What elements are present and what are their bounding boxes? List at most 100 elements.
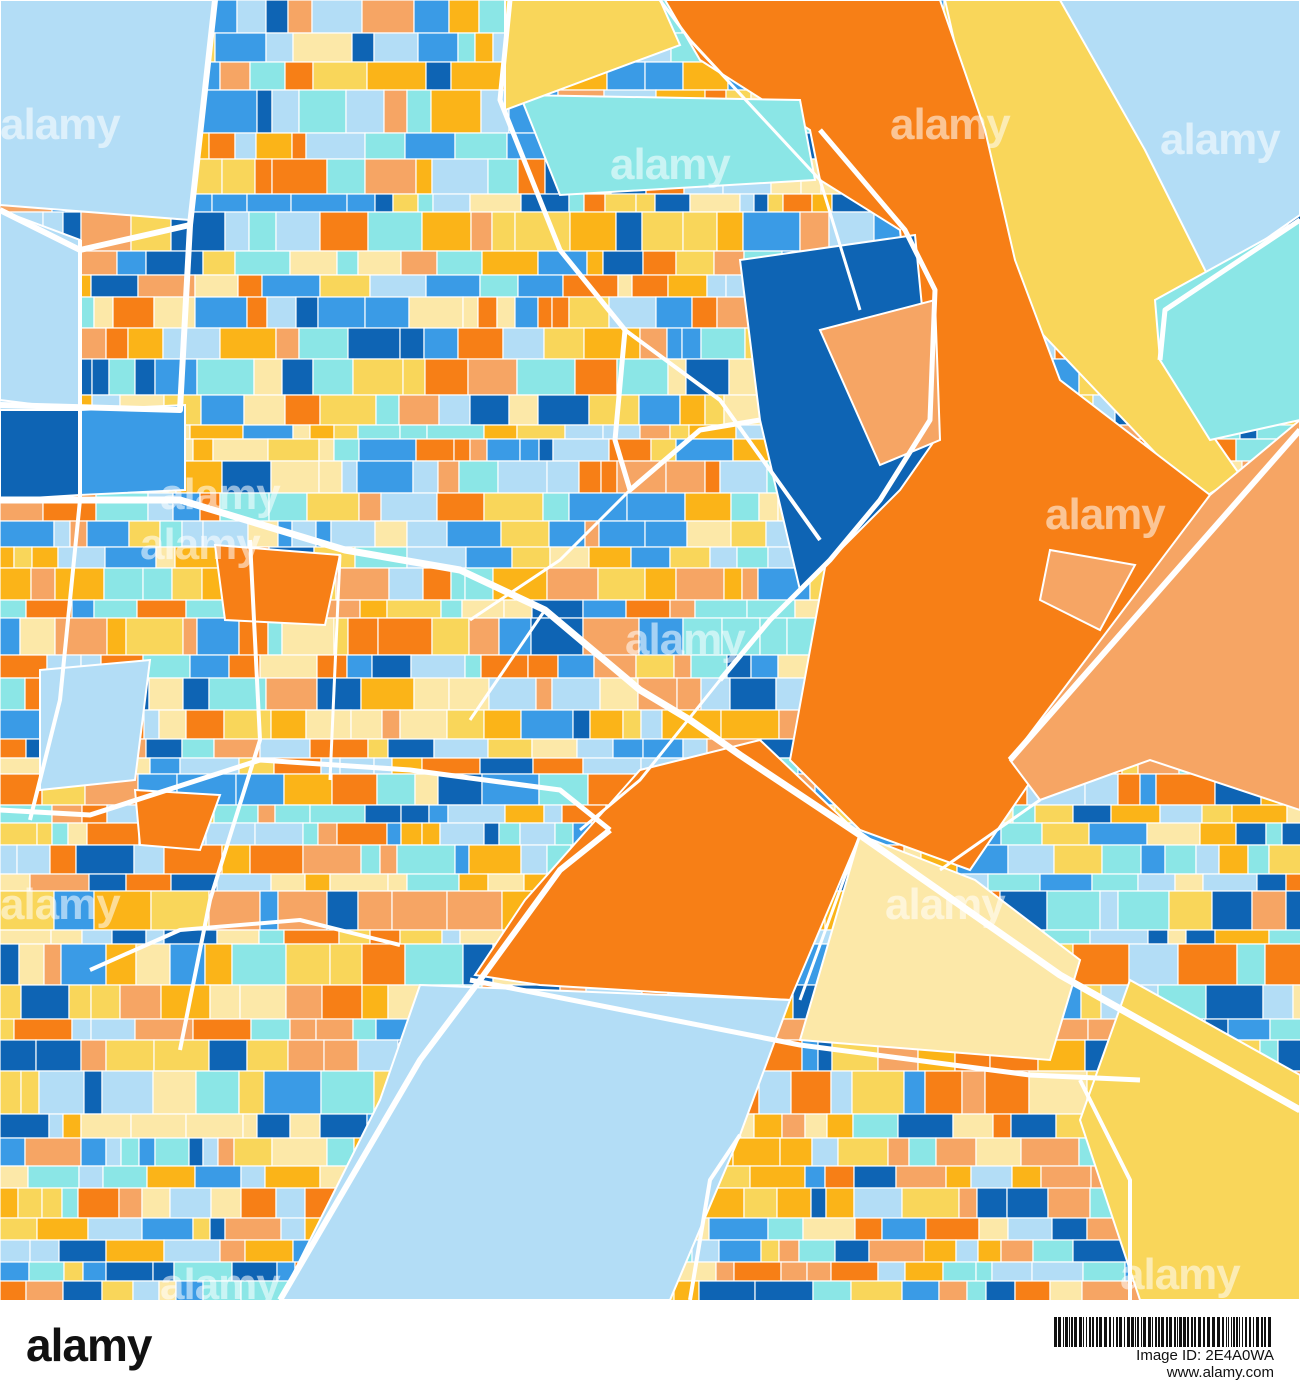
barcode-bar <box>1207 1317 1210 1347</box>
land-parcel <box>138 1137 156 1167</box>
land-parcel <box>90 1018 136 1041</box>
land-parcel <box>162 327 221 360</box>
barcode-bar <box>1169 1317 1172 1347</box>
land-parcel <box>201 89 258 134</box>
land-parcel <box>730 520 767 548</box>
barcode-bar <box>1187 1317 1189 1347</box>
land-parcel <box>388 567 424 601</box>
land-parcel <box>312 358 354 396</box>
land-parcel <box>148 677 184 711</box>
footer-logo: alamy <box>26 1319 152 1371</box>
land-parcel <box>810 1187 827 1219</box>
land-parcel <box>852 1113 899 1139</box>
land-parcel <box>283 929 340 945</box>
land-parcel <box>302 822 319 846</box>
barcode-icon <box>1054 1317 1271 1347</box>
land-parcel <box>271 158 328 195</box>
land-parcel <box>352 358 404 396</box>
land-parcel <box>25 1280 64 1300</box>
land-parcel <box>750 654 779 679</box>
land-parcel <box>604 193 637 213</box>
land-parcel <box>335 567 390 601</box>
land-parcel <box>194 1165 242 1189</box>
land-parcel <box>358 438 417 462</box>
barcode-bar <box>1074 1317 1077 1347</box>
land-parcel <box>346 193 376 213</box>
land-parcel <box>0 1217 38 1241</box>
land-parcel <box>0 1280 27 1300</box>
land-parcel <box>753 193 769 213</box>
land-parcel <box>812 1280 852 1300</box>
land-parcel <box>318 460 343 494</box>
land-parcel <box>446 520 502 548</box>
land-parcel <box>404 132 456 160</box>
land-parcel <box>315 1018 354 1041</box>
land-parcel <box>275 1187 306 1219</box>
land-parcel <box>923 1239 957 1263</box>
land-parcel <box>364 132 406 160</box>
land-parcel <box>298 89 347 134</box>
land-parcel <box>504 804 545 824</box>
land-parcel <box>406 89 432 134</box>
land-parcel <box>27 1165 80 1189</box>
road <box>89 918 401 972</box>
land-parcel <box>18 943 45 986</box>
land-parcel <box>239 984 287 1020</box>
land-parcel <box>608 296 657 329</box>
land-parcel <box>546 567 599 601</box>
road <box>718 128 938 682</box>
land-parcel <box>188 1137 204 1167</box>
land-parcel <box>0 0 217 222</box>
land-parcel <box>105 327 129 360</box>
land-parcel <box>675 567 725 601</box>
land-parcel <box>357 250 402 276</box>
land-parcel <box>824 1165 855 1189</box>
land-parcel <box>35 1039 82 1072</box>
land-parcel <box>942 1261 977 1282</box>
land-parcel <box>719 460 768 494</box>
land-parcel <box>329 873 389 892</box>
land-parcel <box>520 709 574 740</box>
land-parcel <box>1137 873 1176 892</box>
land-parcel <box>181 738 215 759</box>
land-parcel <box>50 929 83 945</box>
land-parcel <box>142 567 173 601</box>
land-parcel <box>246 193 292 213</box>
road <box>468 609 547 721</box>
barcode-bar <box>1179 1317 1182 1347</box>
barcode-bar <box>1148 1317 1151 1347</box>
barcode-bar <box>1236 1317 1238 1347</box>
land-parcel <box>1262 984 1294 1020</box>
land-parcel <box>569 211 617 252</box>
land-parcel <box>399 327 425 360</box>
land-parcel <box>219 61 251 91</box>
barcode-bar <box>1242 1317 1243 1347</box>
barcode-bar <box>1141 1317 1142 1347</box>
land-parcel <box>713 250 745 276</box>
land-parcel <box>62 1113 82 1139</box>
land-parcel <box>686 520 732 548</box>
land-parcel <box>458 873 489 892</box>
land-parcel <box>741 567 759 601</box>
land-parcel <box>431 158 489 195</box>
land-parcel <box>0 1039 37 1072</box>
land-parcel <box>387 873 408 892</box>
land-parcel <box>0 1018 15 1041</box>
land-parcel <box>346 654 373 679</box>
land-parcel <box>903 1070 926 1115</box>
land-parcel <box>694 599 748 619</box>
land-parcel <box>386 599 442 619</box>
barcode-bar <box>1063 1317 1064 1347</box>
road <box>0 757 612 832</box>
land-parcel <box>321 984 363 1020</box>
land-parcel <box>1205 984 1264 1020</box>
land-parcel <box>242 424 294 440</box>
land-parcel <box>101 1280 134 1300</box>
barcode-bar <box>1222 1317 1224 1347</box>
road <box>0 496 1300 1114</box>
land-parcel <box>287 0 313 34</box>
land-parcel <box>588 546 632 569</box>
land-parcel <box>0 677 26 711</box>
land-parcel <box>479 274 519 298</box>
land-parcel <box>53 520 71 548</box>
